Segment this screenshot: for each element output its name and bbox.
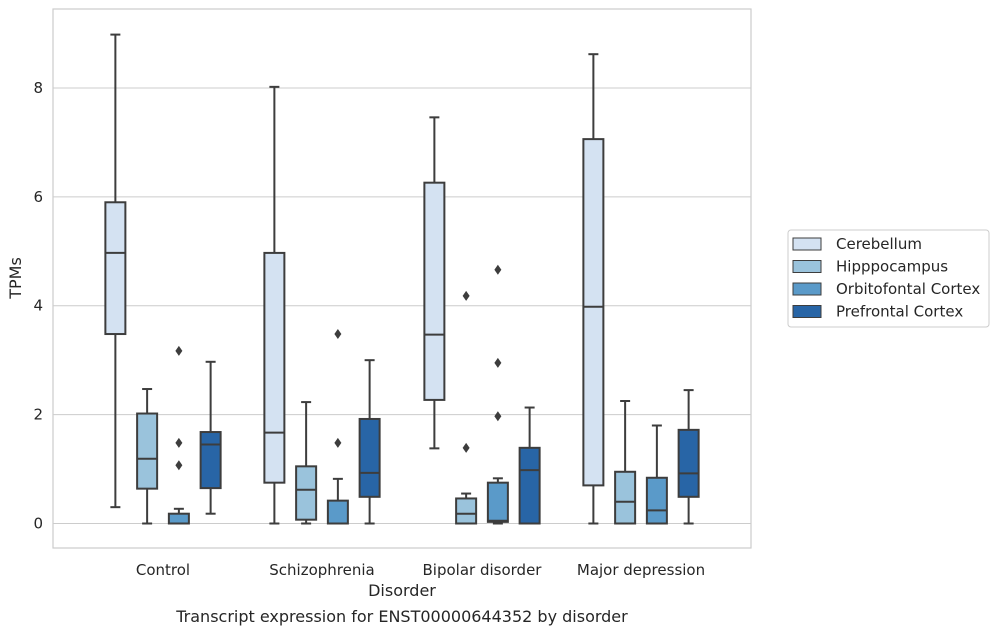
box-prefrontal-cortex [677,389,700,525]
outlier-point [462,290,470,301]
box-hipppocampus [136,388,159,525]
legend-swatch [792,260,822,273]
outlier-point [175,460,183,471]
y-ticks: 0 2 4 6 8 [33,79,43,533]
legend-label: Orbitofontal Cortex [836,280,980,298]
box-body [358,417,381,498]
box-cerebellum [423,116,446,450]
y-tick-label: 6 [33,188,43,206]
y-tick-label: 2 [33,406,43,424]
x-tick-label: Schizophrenia [269,561,374,579]
legend-swatch [792,305,822,318]
box-body [326,499,349,525]
chart-title: Transcript expression for ENST0000064435… [175,607,628,626]
x-ticks: Control Schizophrenia Bipolar disorder Majo… [136,561,705,579]
box-body [455,497,478,525]
outlier-point [334,329,342,340]
outlier-point [494,411,502,422]
box-orbitofontal-cortex [486,264,509,525]
outlier-point [462,442,470,453]
x-tick-label: Bipolar disorder [423,561,543,579]
box-body [677,428,700,498]
box-body [518,446,541,525]
box-body [582,138,605,487]
legend-frame [787,229,990,328]
box-prefrontal-cortex [518,406,541,525]
x-tick-label: Major depression [577,561,705,579]
outlier-point [175,345,183,356]
box-body [263,251,286,484]
x-axis-label: Disorder [368,581,436,600]
box-cerebellum [582,53,605,525]
box-cerebellum [263,85,286,525]
box-body [614,470,637,525]
y-axis-label: TPMs [6,257,25,300]
box-body [295,465,318,521]
box-orbitofontal-cortex [326,329,349,525]
box-hipppocampus [614,400,637,525]
legend-label: Hipppocampus [836,258,948,276]
box-body [199,431,222,490]
box-hipppocampus [455,290,478,525]
legend-label: Cerebellum [836,235,922,253]
box-orbitofontal-cortex [645,424,668,525]
box-body [167,512,190,525]
box-body [104,201,127,336]
y-tick-label: 8 [33,79,43,97]
plot-area [52,8,752,549]
outlier-point [334,437,342,448]
box-body [423,181,446,401]
legend-label: Prefrontal Cortex [836,303,963,321]
box-body [136,412,159,490]
box-body [486,481,509,523]
box-prefrontal-cortex [358,359,381,525]
y-tick-label: 0 [33,515,43,533]
x-tick-label: Control [136,561,190,579]
boxes [104,33,700,525]
box-orbitofontal-cortex [167,345,190,525]
outlier-point [494,264,502,275]
outlier-point [494,357,502,368]
legend: Cerebellum Hipppocampus Orbitofontal Corte… [787,229,990,328]
box-hipppocampus [295,401,318,525]
y-tick-label: 4 [33,297,43,315]
box-prefrontal-cortex [199,360,222,515]
box-cerebellum [104,33,127,509]
legend-swatch [792,237,822,251]
legend-swatch [792,282,822,296]
box-body [645,476,668,525]
outlier-point [175,437,183,448]
